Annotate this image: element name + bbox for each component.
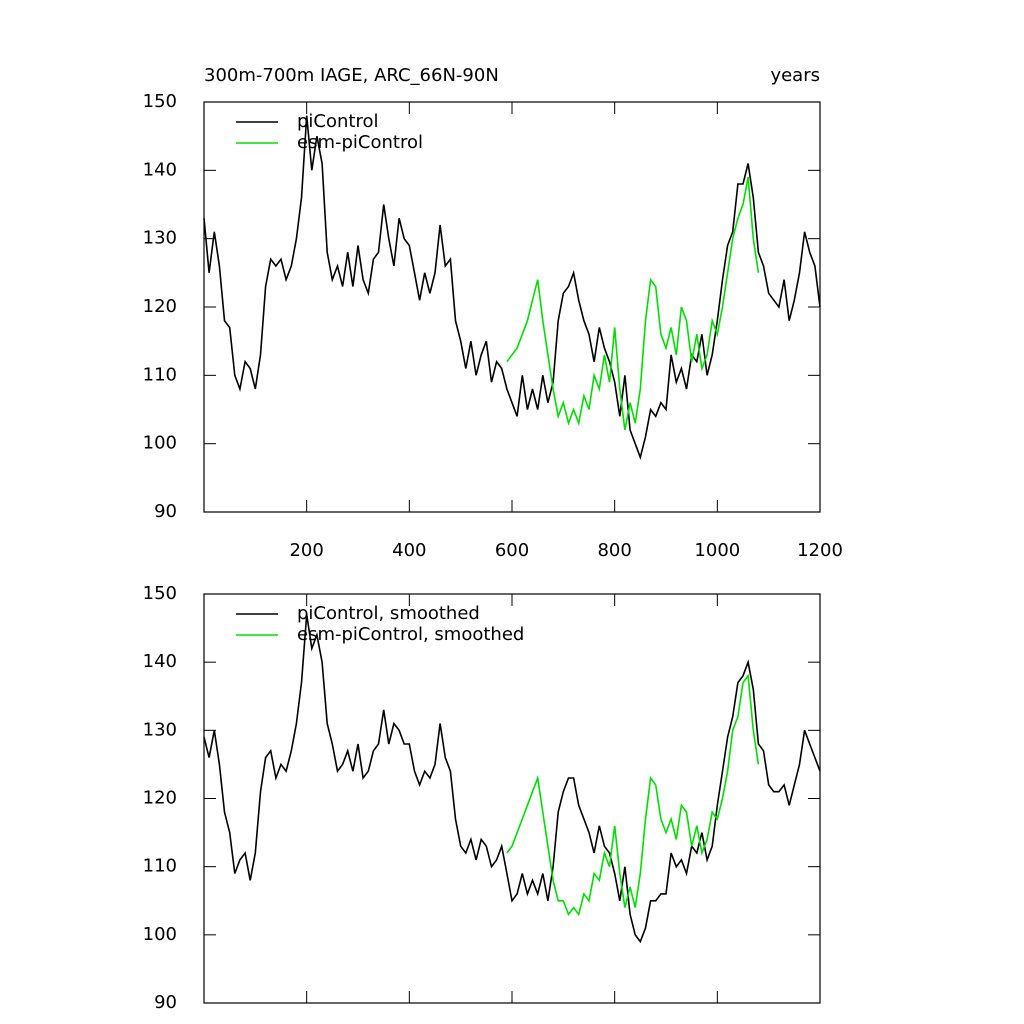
y-tick-label: 140: [143, 159, 177, 180]
legend-label: piControl: [297, 111, 379, 132]
legend-label: esm-piControl: [297, 132, 423, 153]
x-tick-label: 600: [495, 540, 529, 561]
y-tick-label: 90: [154, 501, 177, 522]
plot-frame: [203, 593, 821, 1004]
x-tick-label: 400: [392, 540, 426, 561]
y-tick-label: 100: [143, 924, 177, 945]
series-line: [506, 673, 760, 917]
chart-title: 300m-700m IAGE, ARC_66N-90N: [204, 65, 499, 86]
legend-label: esm-piControl, smoothed: [297, 624, 524, 645]
y-tick-label: 110: [143, 856, 177, 877]
series-line: [203, 115, 821, 460]
y-tick-label: 130: [143, 719, 177, 740]
legend-label: piControl, smoothed: [297, 603, 480, 624]
y-tick-label: 150: [143, 583, 177, 604]
x-tick-label: 200: [289, 540, 323, 561]
y-tick-label: 90: [154, 992, 177, 1013]
y-tick-label: 150: [143, 91, 177, 112]
x-tick-label: 1200: [797, 540, 843, 561]
y-tick-label: 120: [143, 296, 177, 317]
axis-label: years: [770, 65, 820, 86]
series-line: [506, 177, 760, 431]
y-tick-label: 140: [143, 651, 177, 672]
y-tick-label: 110: [143, 364, 177, 385]
plot-frame: [203, 101, 821, 513]
y-tick-label: 100: [143, 433, 177, 454]
x-tick-label: 1000: [694, 540, 740, 561]
series-line: [203, 614, 821, 944]
x-tick-label: 800: [597, 540, 631, 561]
y-tick-label: 120: [143, 788, 177, 809]
y-tick-label: 130: [143, 228, 177, 249]
